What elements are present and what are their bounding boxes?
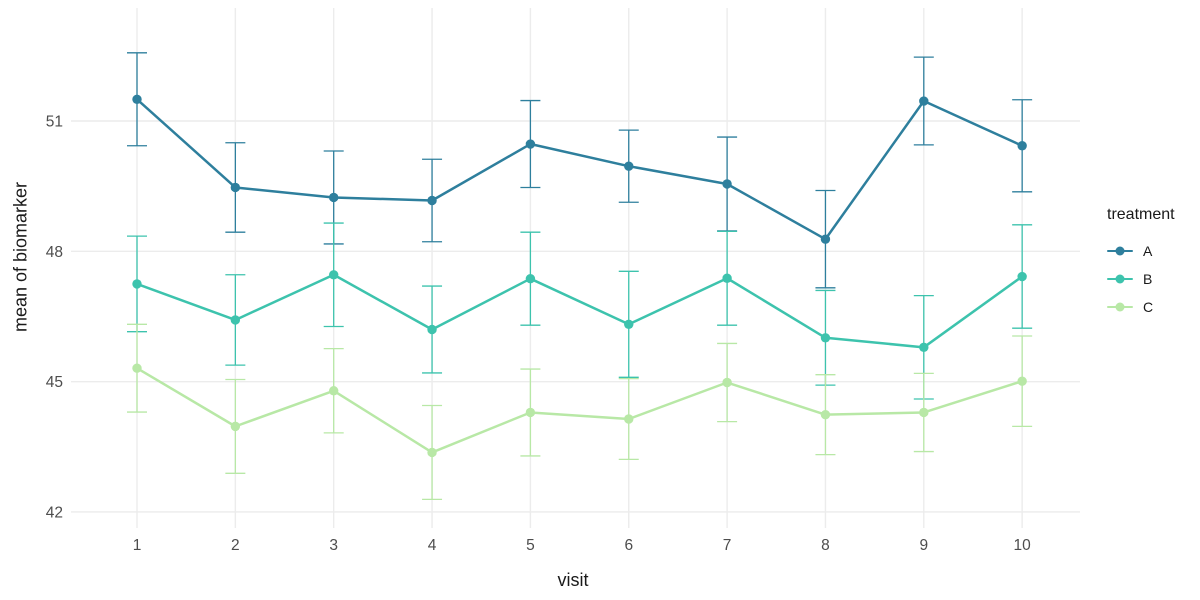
line-point-key-icon: [1107, 300, 1133, 314]
y-tick-label: 42: [46, 504, 63, 521]
data-point: [722, 273, 732, 283]
data-point: [1017, 141, 1027, 151]
x-tick-label: 9: [919, 537, 928, 554]
x-tick-label: 5: [526, 537, 535, 554]
data-point: [230, 182, 241, 193]
data-point: [525, 407, 536, 418]
data-point: [525, 273, 536, 284]
series-line: [136, 367, 1023, 454]
line-point-key-icon: [1107, 244, 1133, 258]
legend-item-a: A: [1107, 237, 1175, 265]
y-tick-label: 45: [46, 374, 63, 391]
data-point: [820, 409, 831, 420]
x-tick-label: 3: [329, 537, 338, 554]
x-tick-label: 4: [428, 537, 437, 554]
legend-item-label: C: [1143, 299, 1154, 315]
data-point: [230, 315, 241, 325]
data-point: [230, 421, 241, 432]
line-point-key-icon: [1107, 272, 1133, 286]
y-tick-label: 48: [46, 244, 63, 261]
data-point: [1017, 376, 1027, 386]
data-point: [132, 94, 142, 104]
data-point: [427, 195, 437, 206]
x-tick-label: 1: [133, 537, 142, 554]
legend: treatment A B C: [1107, 206, 1175, 321]
data-point: [132, 279, 142, 289]
data-point: [329, 386, 339, 396]
data-point: [525, 139, 536, 149]
data-point: [722, 179, 732, 189]
data-point: [722, 377, 732, 388]
legend-item-label: A: [1143, 243, 1153, 259]
data-point: [427, 324, 437, 335]
data-point: [132, 363, 142, 373]
data-point: [624, 414, 634, 424]
data-point: [329, 192, 339, 203]
data-point: [820, 333, 831, 343]
legend-item-b: B: [1107, 265, 1175, 293]
data-point: [919, 407, 929, 418]
x-tick-label: 8: [821, 537, 830, 554]
y-tick-label: 51: [46, 114, 63, 131]
data-point: [919, 96, 929, 106]
data-point: [624, 161, 634, 171]
y-axis-title: mean of biomarker: [10, 181, 31, 333]
data-point: [624, 319, 634, 329]
legend-item-label: B: [1143, 271, 1153, 287]
series-line: [136, 98, 1023, 241]
series-line: [136, 273, 1023, 349]
legend-title: treatment: [1107, 206, 1175, 223]
x-tick-label: 6: [624, 537, 633, 554]
x-tick-label: 7: [723, 537, 732, 554]
data-point: [427, 447, 437, 458]
x-tick-label: 10: [1014, 537, 1032, 554]
x-axis-title: visit: [557, 570, 589, 590]
data-point: [919, 342, 929, 353]
legend-item-c: C: [1107, 293, 1175, 321]
x-tick-label: 2: [231, 537, 240, 554]
data-point: [329, 270, 339, 280]
data-point: [820, 234, 831, 244]
data-point: [1017, 271, 1027, 282]
